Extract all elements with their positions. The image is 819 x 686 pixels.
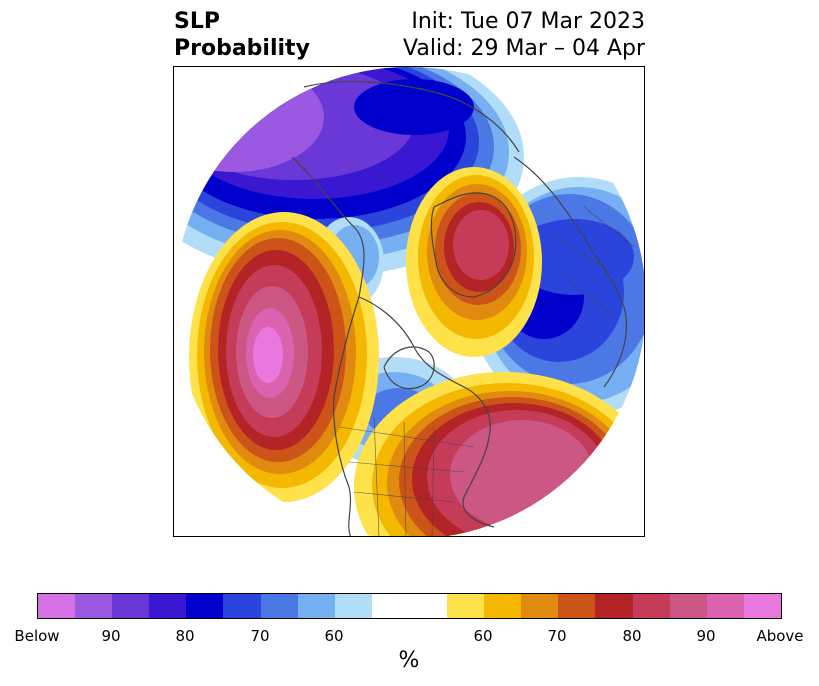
above-normal-arctic-region xyxy=(406,167,542,357)
colorbar-tick-label: Above xyxy=(756,627,804,645)
valid-period: Valid: 29 Mar – 04 Apr xyxy=(403,36,645,61)
colorbar-bin xyxy=(75,594,113,618)
colorbar-tick-label: 70 xyxy=(250,627,270,645)
map-dates: Init: Tue 07 Mar 2023 Valid: 29 Mar – 04… xyxy=(403,8,645,62)
colorbar-bin xyxy=(558,594,596,618)
colorbar-bin xyxy=(297,594,335,618)
init-date: Init: Tue 07 Mar 2023 xyxy=(411,9,645,34)
map-title: SLP Probability xyxy=(174,8,310,62)
colorbar-bin xyxy=(595,594,633,618)
map-panel xyxy=(173,66,645,537)
colorbar-tick-label: 90 xyxy=(101,627,121,645)
political-borders xyxy=(338,206,635,536)
colorbar-tick-label: 80 xyxy=(622,627,642,645)
colorbar-unit-label: % xyxy=(398,648,420,673)
colorbar-tick-label: 80 xyxy=(175,627,195,645)
colorbar-bin xyxy=(706,594,744,618)
colorbar-bin xyxy=(632,594,670,618)
probability-map xyxy=(174,67,644,536)
colorbar-bin xyxy=(186,594,224,618)
colorbar-bin xyxy=(112,594,150,618)
colorbar-tick-label: 90 xyxy=(696,627,716,645)
colorbar-bin xyxy=(149,594,187,618)
colorbar-bin xyxy=(334,594,372,618)
title-variable: SLP xyxy=(174,9,220,34)
colorbar-tick-label: Below xyxy=(14,627,60,645)
colorbar-tick-label: 60 xyxy=(473,627,493,645)
colorbar-bin xyxy=(484,594,522,618)
colorbar-bin xyxy=(447,594,485,618)
coastlines xyxy=(291,80,628,536)
colorbar-bin xyxy=(669,594,707,618)
title-subtitle: Probability xyxy=(174,36,310,61)
colorbar-bin xyxy=(743,594,781,618)
colorbar-bin xyxy=(260,594,298,618)
colorbar-tick-label: 70 xyxy=(547,627,567,645)
colorbar-bin xyxy=(38,594,76,618)
colorbar-tick-label: 60 xyxy=(324,627,344,645)
colorbar xyxy=(37,593,782,619)
above-normal-pacific-region xyxy=(189,212,379,502)
colorbar-bin xyxy=(521,594,559,618)
colorbar-bin xyxy=(371,594,448,618)
colorbar-bin xyxy=(223,594,261,618)
